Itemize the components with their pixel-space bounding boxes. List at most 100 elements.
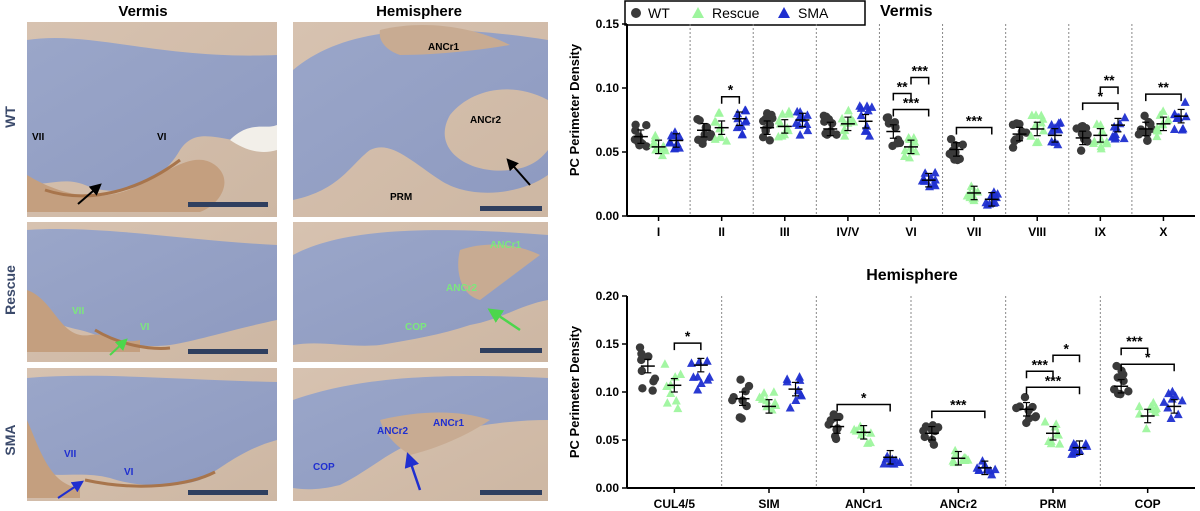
micrograph-rescue-vermis: VII VI	[27, 222, 277, 362]
data-point-sma	[1120, 112, 1130, 122]
data-point-rescue	[662, 398, 672, 407]
data-point-rescue	[900, 145, 910, 155]
y-axis-title-hemisphere: PC Perimeter Density	[567, 325, 582, 458]
y-axis-title-vermis: PC Perimeter Density	[567, 43, 582, 176]
label-vi: VI	[124, 467, 134, 478]
micrograph-wt-hemisphere: ANCr1 ANCr2 PRM	[293, 22, 548, 217]
data-point-wt	[648, 386, 657, 395]
data-point-rescue	[1152, 123, 1162, 132]
data-point-wt	[1031, 412, 1041, 421]
hemisphere-plot: 0.00 0.05 0.10 0.15 0.20 CUL4/5 SIM ANCr1 ANCr2 P…	[596, 289, 1195, 511]
data-point-sma	[669, 143, 679, 153]
significance-bracket	[1120, 347, 1149, 356]
x-tick-label: IV/V	[837, 225, 860, 239]
data-point-rescue	[783, 125, 793, 135]
significance-label: ***	[1126, 333, 1143, 349]
micrograph-sma-hemisphere: ANCr2 ANCr1 COP	[293, 368, 548, 501]
data-point-rescue	[849, 424, 859, 434]
data-point-sma	[1067, 442, 1077, 452]
data-point-wt	[705, 132, 714, 142]
data-point-wt	[1012, 403, 1021, 413]
label-ancr2: ANCr2	[377, 426, 409, 437]
x-tick-label: CUL4/5	[654, 497, 696, 511]
x-tick-label: I	[657, 225, 660, 239]
label-ancr1: ANCr1	[433, 418, 465, 429]
significance-label: ***	[903, 95, 920, 111]
data-point-sma	[865, 131, 875, 140]
significance-bracket	[1120, 363, 1175, 372]
arrow	[109, 338, 128, 356]
data-point-wt	[728, 395, 737, 405]
arrow	[487, 308, 521, 332]
legend: WT Rescue SMA	[624, 0, 866, 26]
legend-rescue-marker	[692, 7, 704, 18]
data-point-rescue	[948, 456, 958, 465]
data-point-wt	[698, 139, 707, 148]
significance-label: ***	[1045, 372, 1062, 388]
data-point-rescue	[1053, 430, 1063, 439]
data-point-wt	[1124, 387, 1133, 396]
x-tick-label: COP	[1135, 497, 1161, 511]
data-point-wt	[635, 343, 645, 352]
data-point-rescue	[1134, 401, 1144, 411]
data-point-wt	[735, 413, 744, 422]
data-point-wt	[637, 355, 646, 365]
data-point-rescue	[651, 145, 661, 154]
data-point-rescue	[773, 131, 783, 141]
data-point-rescue	[1026, 131, 1036, 140]
significance-bracket	[892, 92, 912, 101]
data-point-wt	[695, 116, 704, 125]
data-point-rescue	[769, 387, 779, 396]
data-point-rescue	[910, 137, 920, 146]
significance-bracket	[931, 410, 986, 419]
significance-label: *	[1098, 88, 1104, 104]
data-point-sma	[1169, 124, 1179, 133]
data-point-sma	[920, 168, 930, 177]
label-prm: PRM	[390, 192, 412, 203]
x-tick-label: SIM	[758, 497, 779, 511]
micrograph-wt-vermis: VII VI	[27, 22, 277, 217]
data-point-wt	[650, 374, 660, 383]
data-point-sma	[881, 454, 891, 463]
data-point-wt	[1020, 393, 1030, 402]
data-point-wt	[1140, 111, 1149, 121]
data-point-rescue	[866, 428, 876, 437]
data-point-sma	[733, 108, 743, 118]
label-ancr1: ANCr1	[490, 240, 522, 251]
significance-label: **	[897, 79, 908, 95]
data-point-rescue	[1163, 114, 1173, 124]
significance-label: *	[861, 390, 867, 406]
data-point-rescue	[1027, 110, 1037, 119]
data-point-rescue	[660, 359, 670, 368]
data-point-rescue	[1036, 110, 1046, 120]
row-label-sma: SMA	[2, 424, 18, 455]
micrograph-rescue-hemisphere: ANCr1 ANCr2 COP	[293, 222, 548, 362]
chart-title-vermis: Vermis	[880, 3, 933, 20]
data-point-sma	[803, 125, 813, 135]
data-point-rescue	[666, 388, 676, 397]
data-point-sma	[1054, 118, 1064, 127]
data-point-rescue	[1141, 423, 1151, 433]
data-point-sma	[1159, 397, 1169, 406]
data-point-wt	[951, 148, 960, 157]
data-point-rescue	[840, 125, 850, 135]
arrow	[57, 480, 84, 499]
data-point-rescue	[1152, 131, 1162, 141]
data-point-rescue	[1031, 120, 1041, 129]
x-tick-label: ANCr2	[940, 497, 978, 511]
data-point-sma	[1119, 133, 1129, 143]
data-point-wt	[1083, 137, 1092, 146]
label-vii: VII	[32, 132, 44, 143]
data-point-wt	[933, 423, 943, 432]
data-point-sma	[974, 465, 984, 474]
significance-label: ***	[966, 112, 983, 128]
label-cop: COP	[405, 322, 427, 333]
data-point-rescue	[657, 150, 667, 160]
data-point-wt	[1116, 389, 1125, 399]
data-point-rescue	[1051, 419, 1061, 428]
data-point-sma	[1177, 395, 1187, 405]
significance-bracket	[1025, 370, 1054, 379]
data-point-rescue	[905, 134, 915, 143]
data-point-rescue	[1038, 125, 1048, 135]
data-point-rescue	[715, 132, 725, 142]
